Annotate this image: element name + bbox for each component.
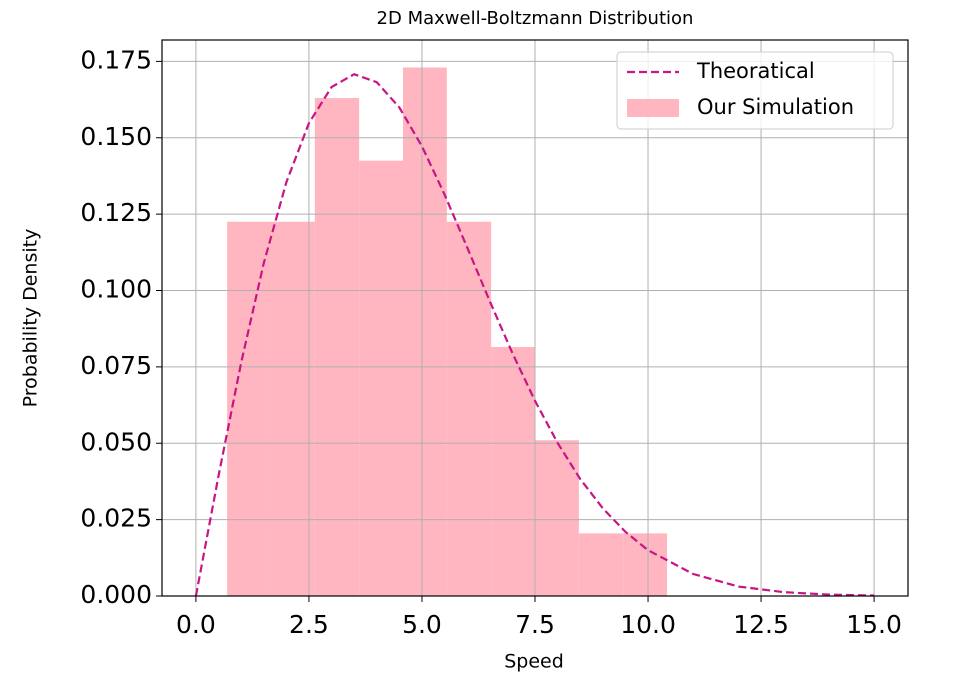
- histogram-bar: [578, 533, 624, 596]
- x-tick-label: 7.5: [515, 610, 555, 639]
- histogram-bar: [446, 221, 492, 596]
- y-tick-label: 0.125: [80, 198, 152, 227]
- histogram-bar: [359, 160, 403, 596]
- y-tick-label: 0.175: [80, 45, 152, 74]
- y-tick-label: 0.025: [80, 504, 152, 533]
- legend-box: [616, 51, 894, 130]
- x-tick-label: 12.5: [733, 610, 789, 639]
- theory-line: [194, 73, 875, 597]
- chart-title: 2D Maxwell-Boltzmann Distribution: [377, 8, 694, 29]
- histogram-bar: [491, 347, 535, 596]
- legend-label: Our Simulation: [697, 95, 854, 119]
- legend-swatch: [627, 99, 679, 117]
- y-tick-label: 0.150: [80, 122, 152, 151]
- plot-frame: [161, 39, 909, 597]
- x-tick-label: 10.0: [620, 610, 676, 639]
- histogram-bar: [270, 221, 315, 596]
- histogram-bar: [227, 221, 271, 596]
- x-tick-label: 0.0: [176, 610, 216, 639]
- x-tick-label: 5.0: [402, 610, 442, 639]
- histogram-bar: [535, 440, 579, 596]
- histogram-bar: [402, 67, 447, 596]
- y-tick-label: 0.000: [80, 580, 152, 609]
- x-tick-label: 15.0: [846, 610, 902, 639]
- y-tick-label: 0.075: [80, 351, 152, 380]
- y-tick-label: 0.100: [80, 275, 152, 304]
- y-tick-label: 0.050: [80, 427, 152, 456]
- x-tick-label: 2.5: [289, 610, 329, 639]
- legend-label: Theoratical: [696, 59, 815, 83]
- x-axis-label: Speed: [504, 651, 564, 673]
- y-axis-label: Probability Density: [20, 229, 42, 408]
- histogram-bar: [314, 98, 360, 597]
- histogram-bar: [623, 533, 668, 596]
